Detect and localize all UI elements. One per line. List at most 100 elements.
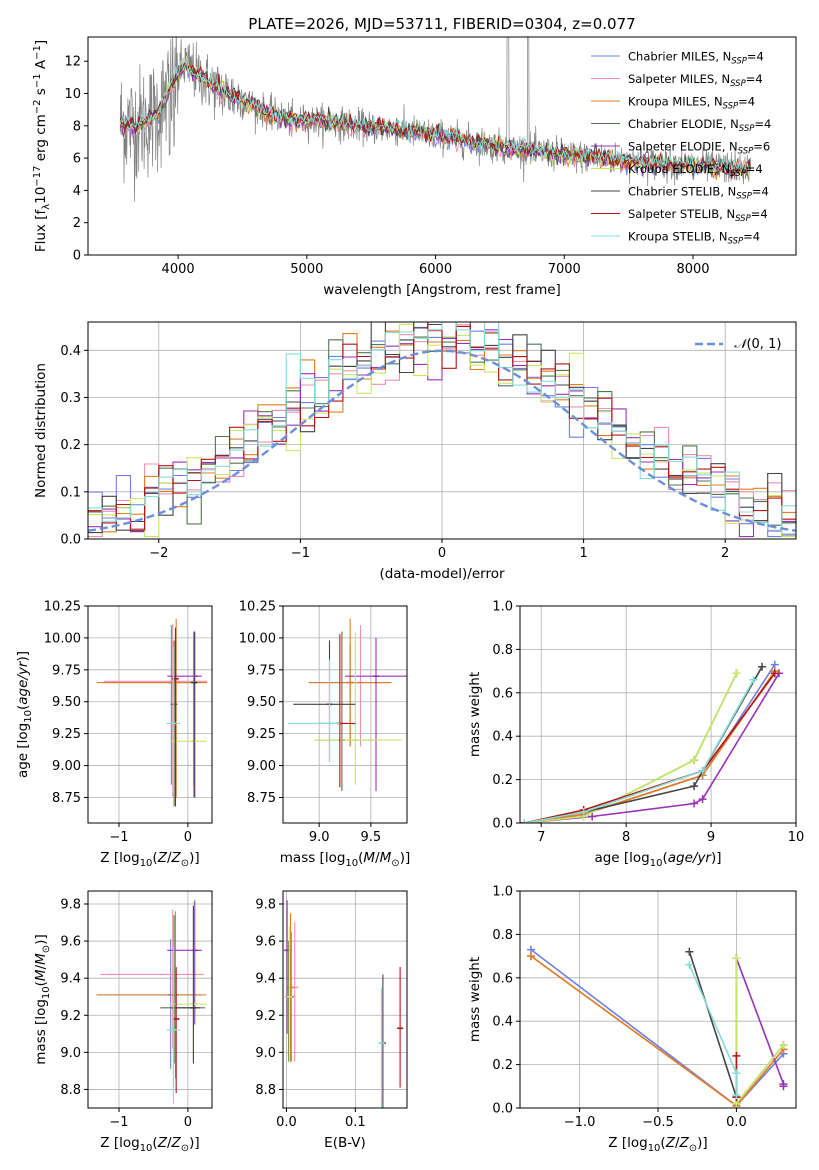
y-tick-label: 4 — [73, 184, 81, 199]
y-tick-label: 9.0 — [60, 1046, 81, 1061]
legend-label-text: Kroupa MILES, N — [628, 95, 723, 109]
axes-frame — [282, 890, 408, 1109]
legend-label-text: =6 — [753, 140, 770, 154]
panel-spectrum: 4000 5000 6000 7000 8000 0 2 4 6 8 10 12 wavelength … — [32, 36, 797, 298]
plot-area-weight-vs-Z — [526, 945, 788, 1108]
label-part: Normed distribution — [33, 363, 49, 498]
weight-point-marker — [779, 1082, 788, 1091]
axes-frame — [519, 605, 797, 824]
weight-series-line — [524, 672, 738, 823]
y-tick-label: 0.2 — [492, 1058, 513, 1073]
axes-frame — [87, 36, 797, 256]
axes-frame — [87, 321, 797, 540]
weight-point-marker — [526, 952, 535, 961]
weight-point-marker — [690, 799, 699, 808]
x-tick-label: −1 — [109, 1115, 128, 1130]
label-part: )] — [697, 1135, 708, 1151]
label-part: / — [675, 1135, 680, 1151]
model-spectrum-line — [119, 60, 751, 174]
y-tick-label: 0.4 — [492, 1015, 513, 1030]
label-part: ( — [152, 850, 157, 866]
weight-point-marker — [732, 954, 741, 963]
label-part: age [log — [594, 850, 649, 866]
x-axis-label: E(B-V) — [324, 1135, 366, 1151]
y-axis-label: mass weight — [467, 957, 483, 1042]
weight-series-line — [524, 672, 780, 823]
y-axis-label: age [log10(age/yr)] — [15, 651, 34, 778]
legend-label-sub: SSP — [739, 124, 755, 134]
weight-point-marker — [685, 947, 694, 956]
label-part: ( — [15, 705, 31, 710]
y-tick-label: 10.00 — [44, 631, 81, 646]
legend-label-text: Kroupa ELODIE, N — [628, 162, 730, 176]
label-part: M — [33, 969, 49, 981]
axes-frame — [87, 605, 213, 824]
axes-frame — [519, 890, 797, 1109]
x-tick-label: 2 — [721, 546, 729, 561]
legend-label-text: =4 — [751, 207, 768, 221]
x-tick-label: 1 — [579, 546, 587, 561]
label-part: age/yr — [15, 660, 31, 705]
label-part: λ — [41, 204, 52, 210]
y-tick-label: 9.6 — [60, 935, 81, 950]
label-part: 10 — [345, 858, 358, 869]
y-tick-label: 9.2 — [255, 1009, 276, 1024]
y-tick-label: 9.75 — [52, 663, 81, 678]
label-part: 10 — [33, 187, 49, 204]
y-tick-label: 0.6 — [492, 971, 513, 986]
y-tick-label: 9.50 — [52, 695, 81, 710]
panel-age-vs-mass: 9.0 9.5 8.75 9.00 9.25 9.50 9.75 10.00 10.25 mass… — [239, 600, 410, 870]
label-part: mass [log — [33, 999, 49, 1065]
legend-label: Chabrier ELODIE, NSSP=4 — [628, 117, 771, 134]
label-part: ⊙ — [41, 945, 52, 953]
legend-label-sub: SSP — [728, 237, 744, 247]
legend-label-text: Chabrier ELODIE, N — [628, 117, 739, 131]
y-tick-label: 0.1 — [60, 485, 81, 500]
label-part: 10 — [41, 986, 52, 999]
x-tick-label: 8 — [622, 830, 630, 845]
legend-label: Chabrier MILES, NSSP=4 — [628, 50, 764, 67]
legend-label-text: Kroupa STELIB, N — [628, 230, 728, 244]
residual-histogram — [88, 322, 796, 531]
y-tick-label: 9.50 — [247, 695, 276, 710]
legend-label-text: =4 — [754, 117, 771, 131]
x-tick-label: 5000 — [290, 262, 323, 277]
normal-curve — [88, 349, 796, 532]
label-part: (data-model)/error — [379, 566, 505, 582]
legend: Chabrier MILES, NSSP=4 Salpeter MILES, NS… — [591, 50, 771, 247]
y-tick-label: 8.8 — [255, 1083, 276, 1098]
y-tick-label: 9.75 — [247, 663, 276, 678]
y-tick-label: 9.2 — [60, 1009, 81, 1024]
label-part: / — [375, 850, 380, 866]
model-spectrum-line — [119, 61, 751, 179]
y-tick-label: 0.0 — [492, 1102, 513, 1117]
label-part: )] — [15, 651, 31, 662]
label-part: 10 — [23, 710, 34, 723]
x-axis-label: Z [log10(Z/Z⊙)] — [608, 1135, 707, 1154]
weight-series-line — [735, 958, 785, 1106]
legend-label: 𝒩(0, 1) — [734, 337, 781, 352]
plot-area-mass-vs-EBV — [284, 900, 404, 1108]
x-tick-label: 7 — [537, 830, 545, 845]
y-tick-label: 9.8 — [60, 897, 81, 912]
y-tick-label: 0.3 — [60, 391, 81, 406]
legend-label-text: Chabrier STELIB, N — [628, 185, 736, 199]
plot-area-spectrum — [119, 37, 752, 202]
y-tick-label: 0.2 — [492, 773, 513, 788]
label-part: 10 — [140, 858, 153, 869]
legend-label-text: =4 — [747, 50, 764, 64]
label-part: M — [363, 850, 375, 866]
label-part: Z [log — [608, 1135, 647, 1151]
legend-label: Salpeter STELIB, NSSP=4 — [628, 207, 768, 224]
weight-point-marker — [749, 675, 758, 684]
y-tick-label: 10.00 — [239, 631, 276, 646]
label-part: −2 — [32, 99, 43, 114]
legend-label: Chabrier STELIB, NSSP=4 — [628, 185, 769, 202]
legend-label-text: =4 — [746, 162, 763, 176]
x-tick-label: 0 — [438, 546, 446, 561]
weight-point-marker — [732, 1069, 741, 1078]
label-part: / — [33, 964, 49, 969]
y-tick-label: 9.4 — [255, 972, 276, 987]
legend-label: Salpeter MILES, NSSP=4 — [628, 72, 763, 89]
